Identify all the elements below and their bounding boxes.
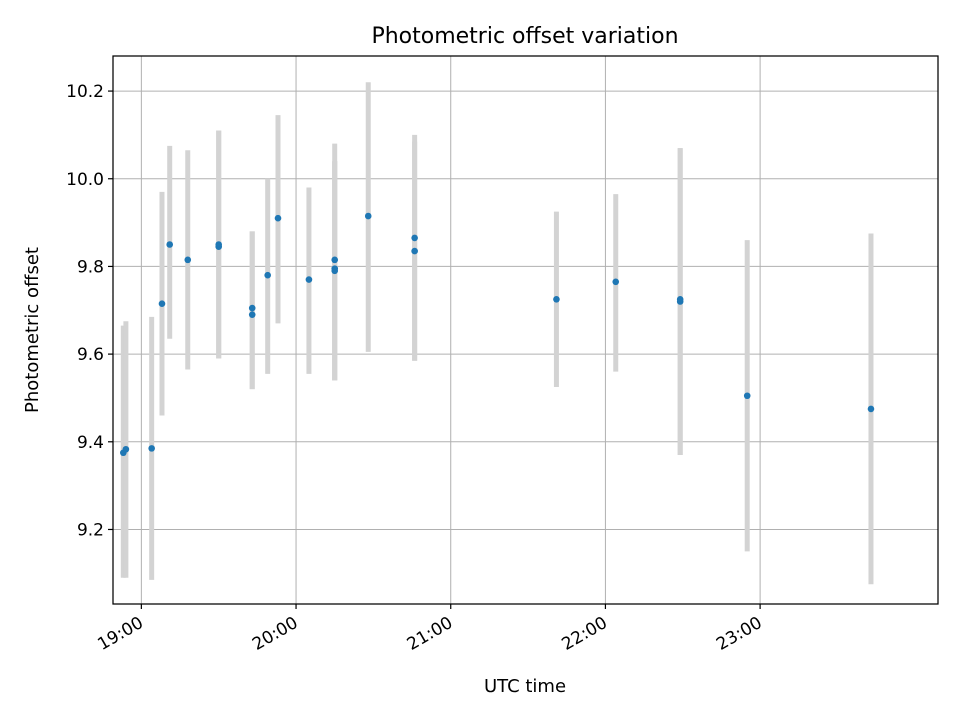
y-tick-label: 10.2	[66, 82, 104, 102]
grid	[113, 56, 938, 604]
data-point	[122, 445, 130, 453]
data-point	[215, 241, 223, 248]
data-point	[331, 256, 339, 264]
data-point	[305, 276, 313, 283]
data-point	[364, 212, 372, 220]
data-point	[248, 311, 256, 318]
data-point	[867, 405, 875, 413]
y-axis-label: Photometric offset	[22, 247, 43, 413]
data-point	[612, 278, 620, 286]
y-tick-label: 9.4	[77, 433, 104, 453]
chart-title: Photometric offset variation	[371, 24, 678, 49]
data-point	[166, 241, 174, 248]
y-tick-label: 9.8	[77, 257, 104, 277]
data-points	[120, 212, 875, 457]
plot-frame	[112, 55, 939, 605]
data-point	[676, 296, 684, 303]
data-point	[158, 300, 166, 307]
y-tick-label: 9.2	[77, 520, 104, 540]
x-axis-label: UTC time	[484, 676, 566, 697]
data-point	[411, 247, 418, 255]
data-point	[743, 392, 751, 400]
data-point	[553, 296, 560, 303]
y-axis-ticks: 9.2 9.4 9.6 9.8 10.0 10.2	[66, 82, 113, 540]
data-point	[148, 445, 155, 452]
data-point	[331, 265, 339, 272]
data-point	[411, 234, 418, 242]
y-tick-label: 9.6	[77, 345, 104, 365]
y-tick-label: 10.0	[66, 170, 104, 190]
data-point	[274, 214, 282, 222]
data-point	[264, 271, 271, 279]
data-point	[184, 256, 192, 264]
data-point	[248, 304, 256, 312]
